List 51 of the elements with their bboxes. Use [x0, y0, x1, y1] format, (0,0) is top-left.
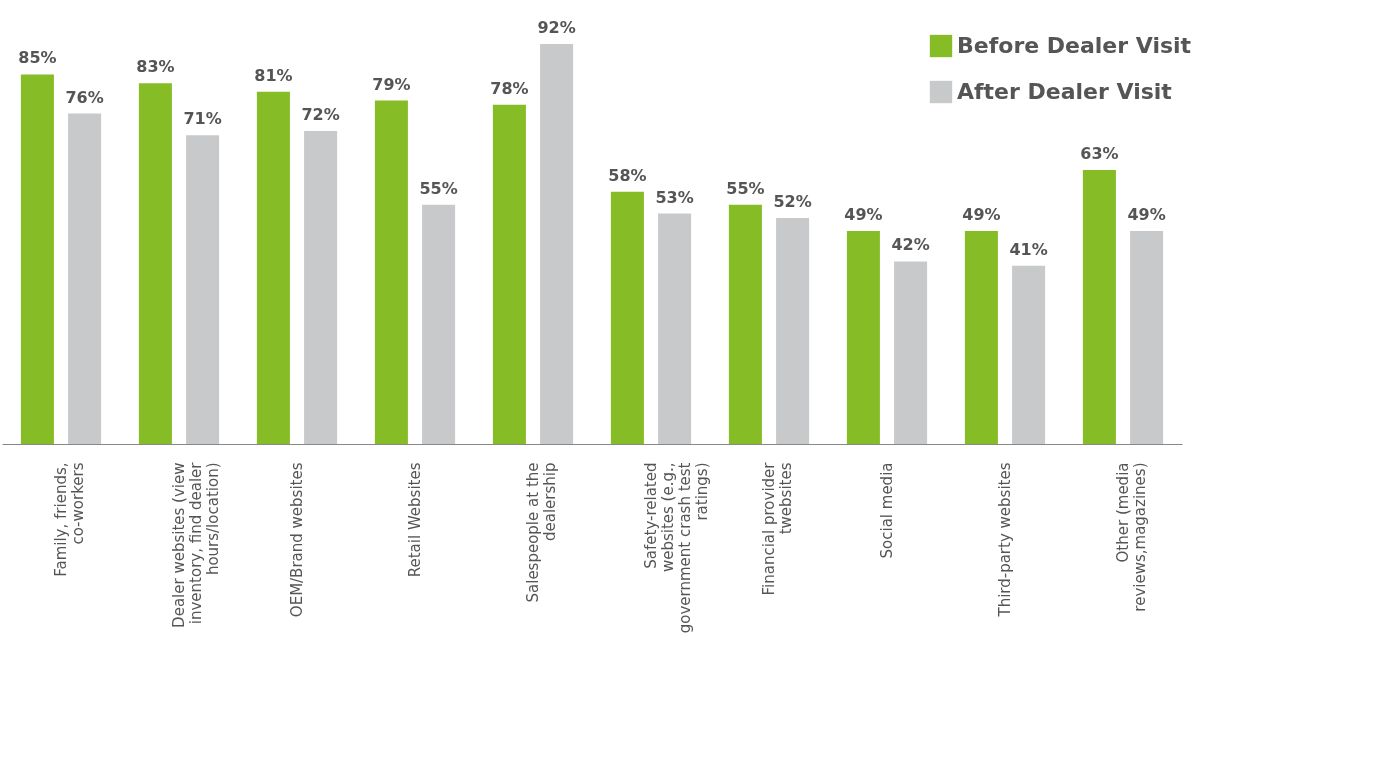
bar — [1012, 265, 1046, 444]
bar — [1130, 230, 1164, 444]
data-label: 53% — [655, 187, 694, 207]
bar — [1082, 170, 1116, 444]
bar — [304, 130, 338, 444]
data-label: 92% — [537, 18, 576, 37]
bar — [964, 230, 998, 444]
data-label: 78% — [490, 78, 529, 98]
x-tick-label: Safety-related websites (e.g., government crash test ratings) — [642, 462, 711, 634]
x-tick-label: Salespeople at the dealership — [524, 462, 559, 603]
data-label: 55% — [726, 178, 765, 198]
x-tick-label: Family, friends, co-workers — [52, 462, 87, 577]
data-label: 58% — [608, 165, 647, 185]
bar — [374, 100, 408, 444]
data-label: 52% — [773, 191, 812, 211]
data-label: 49% — [962, 204, 1001, 224]
bar — [20, 74, 54, 444]
data-label: 49% — [1127, 204, 1166, 224]
data-label: 72% — [301, 104, 340, 124]
data-label: 41% — [1009, 239, 1048, 259]
x-tick-label: OEM/Brand websites — [288, 462, 306, 618]
data-label: 76% — [65, 87, 104, 107]
data-label: 55% — [419, 178, 458, 198]
data-label: 42% — [891, 235, 930, 255]
legend-label: After Dealer Visit — [957, 79, 1173, 104]
bar — [540, 44, 574, 444]
x-tick-label: Third-party websites — [996, 462, 1014, 618]
data-label: 71% — [183, 109, 222, 129]
bar — [138, 83, 172, 444]
x-tick-label: Social media — [878, 462, 896, 559]
x-tick-label: Retail Websites — [406, 462, 424, 578]
bar — [186, 135, 220, 444]
bar — [68, 113, 102, 444]
x-tick-label: Other (media reviews,magazines) — [1114, 462, 1149, 612]
bar — [610, 191, 644, 444]
data-label: 79% — [372, 74, 411, 94]
data-label: 81% — [254, 65, 293, 85]
data-label: 83% — [136, 57, 175, 77]
bar — [658, 213, 692, 444]
bar — [256, 91, 290, 444]
bar — [728, 204, 762, 444]
data-label: 85% — [18, 48, 57, 68]
x-tick-label: Dealer websites (view inventory, find dealer hours/location) — [170, 461, 222, 628]
bar — [894, 261, 928, 444]
data-label: 63% — [1080, 144, 1119, 164]
data-label: 49% — [844, 204, 883, 224]
legend-label: Before Dealer Visit — [957, 33, 1192, 58]
bar — [492, 104, 526, 444]
bar — [846, 230, 880, 444]
bar — [422, 204, 456, 444]
bar — [776, 217, 810, 444]
